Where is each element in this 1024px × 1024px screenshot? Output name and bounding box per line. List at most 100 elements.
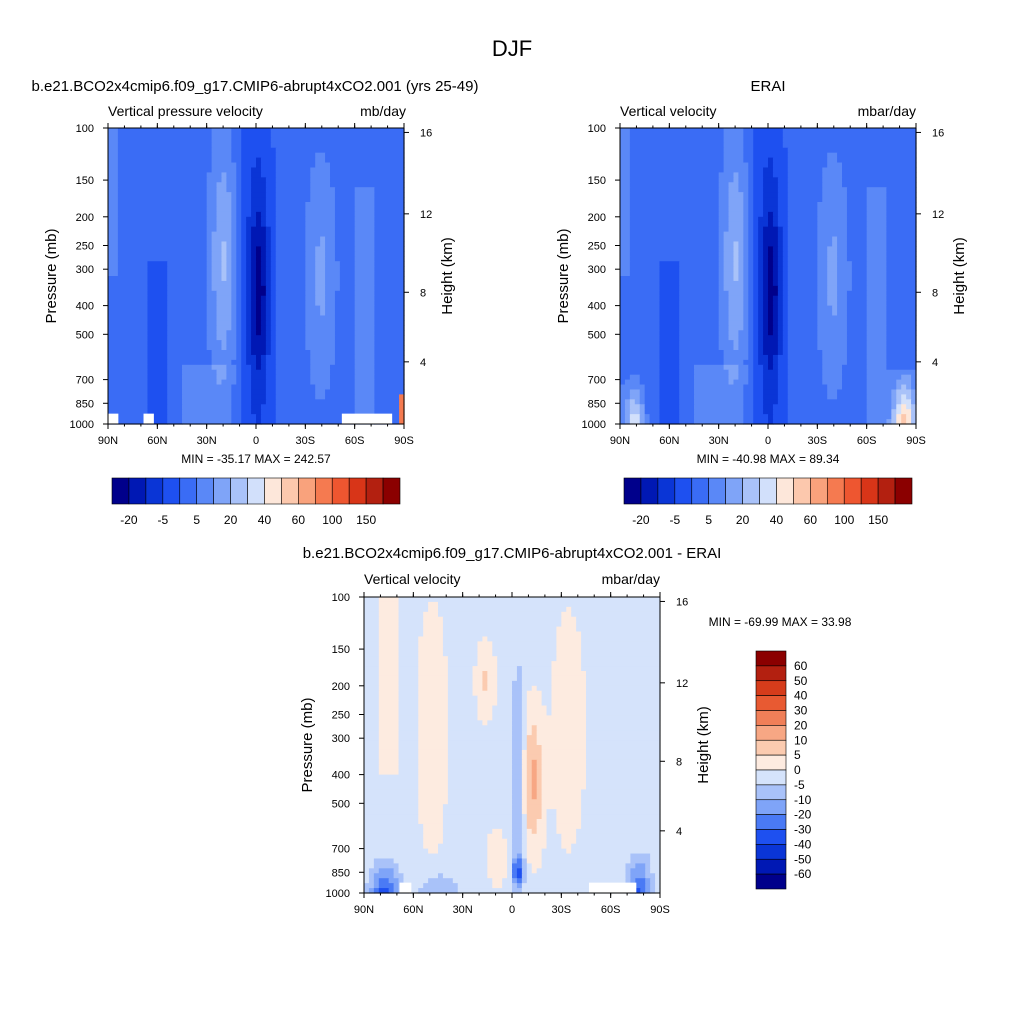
contour-cell	[866, 271, 887, 277]
contour-cell	[251, 241, 267, 247]
contour-cell	[837, 251, 848, 257]
contour-cell	[679, 354, 725, 361]
contour-cell	[629, 177, 720, 183]
contour-cell	[866, 350, 887, 356]
contour-cell	[472, 680, 483, 687]
contour-cell	[364, 685, 380, 692]
contour-cell	[206, 221, 218, 228]
contour-cell	[256, 320, 262, 326]
contour-cell	[620, 280, 661, 287]
contour-cell	[206, 305, 218, 312]
contour-cell	[354, 216, 375, 223]
contour-cell	[251, 246, 257, 252]
contour-cell	[758, 266, 764, 272]
contour-cell	[241, 414, 257, 420]
x-tick-label: 60N	[147, 435, 167, 447]
colorbar-label: 150	[868, 513, 888, 527]
contour-cell	[251, 315, 257, 321]
contour-cell	[536, 725, 587, 731]
contour-cell	[777, 246, 784, 252]
contour-cell	[718, 246, 725, 252]
contour-cell	[624, 409, 631, 415]
contour-cell	[206, 335, 218, 341]
contour-cell	[512, 730, 523, 736]
contour-cell	[206, 271, 213, 277]
contour-cell	[398, 666, 419, 672]
contour-cell	[551, 680, 587, 687]
contour-cell	[551, 710, 587, 716]
colorbar-swatch	[860, 477, 879, 505]
contour-cell	[167, 335, 208, 341]
missing-data	[588, 882, 637, 893]
contour-cell	[620, 266, 631, 272]
contour-cell	[251, 330, 257, 336]
contour-cell	[817, 246, 828, 252]
contour-cell	[768, 157, 774, 164]
contour-cell	[334, 315, 356, 321]
contour-cell	[586, 715, 661, 721]
contour-cell	[576, 621, 661, 628]
contour-cell	[886, 320, 917, 326]
contour-cell	[694, 409, 744, 415]
contour-cell	[117, 152, 213, 159]
colorbar-swatch	[894, 477, 913, 505]
contour-cell	[354, 305, 375, 312]
contour-cell	[659, 276, 680, 282]
contour-cell	[645, 868, 651, 874]
contour-cell	[763, 246, 769, 252]
contour-cell	[846, 330, 868, 336]
contour-cell	[639, 399, 646, 405]
contour-cell	[512, 710, 523, 716]
contour-cell	[364, 819, 419, 825]
contour-cell	[782, 236, 789, 243]
contour-cell	[275, 182, 311, 188]
contour-cell	[398, 641, 419, 647]
contour-cell	[108, 345, 149, 351]
contour-cell	[231, 266, 237, 272]
contour-cell	[108, 152, 119, 159]
contour-cell	[305, 290, 316, 297]
contour-cell	[374, 404, 400, 410]
contour-cell	[256, 414, 262, 420]
contour-cell	[758, 261, 764, 267]
contour-cell	[777, 354, 789, 361]
contour-cell	[256, 285, 267, 292]
contour-cell	[320, 305, 326, 312]
contour-cell	[753, 231, 759, 238]
contour-cell	[117, 236, 208, 243]
contour-cell	[275, 340, 306, 346]
contour-cell	[418, 671, 449, 677]
y-tick-label: 100	[76, 123, 94, 135]
contour-cell	[206, 202, 218, 208]
contour-cell	[906, 414, 912, 420]
contour-cell	[886, 340, 917, 346]
contour-cell	[398, 646, 419, 652]
contour-cell	[364, 774, 419, 781]
contour-cell	[206, 325, 218, 331]
contour-cell	[728, 305, 744, 312]
contour-cell	[374, 236, 405, 243]
contour-cell	[236, 345, 242, 351]
contour-cell	[236, 354, 242, 361]
contour-cell	[260, 315, 267, 321]
contour-cell	[763, 285, 769, 292]
contour-cell	[586, 700, 661, 707]
colorbar-swatch	[755, 858, 787, 875]
contour-cell	[325, 251, 336, 257]
contour-cell	[182, 389, 232, 395]
contour-cell	[251, 236, 267, 243]
contour-cell	[758, 226, 764, 233]
contour-cell	[275, 152, 316, 159]
contour-cell	[748, 271, 754, 277]
contour-cell	[748, 320, 754, 326]
contour-cell	[541, 764, 587, 771]
contour-cell	[635, 888, 641, 894]
variable-label: Vertical velocity	[620, 103, 716, 119]
contour-cell	[354, 251, 375, 257]
contour-cell	[679, 325, 720, 331]
contour-cell	[723, 152, 744, 159]
contour-cell	[817, 202, 848, 208]
contour-cell	[236, 310, 242, 317]
contour-cell	[629, 211, 720, 218]
contour-cell	[398, 636, 419, 642]
